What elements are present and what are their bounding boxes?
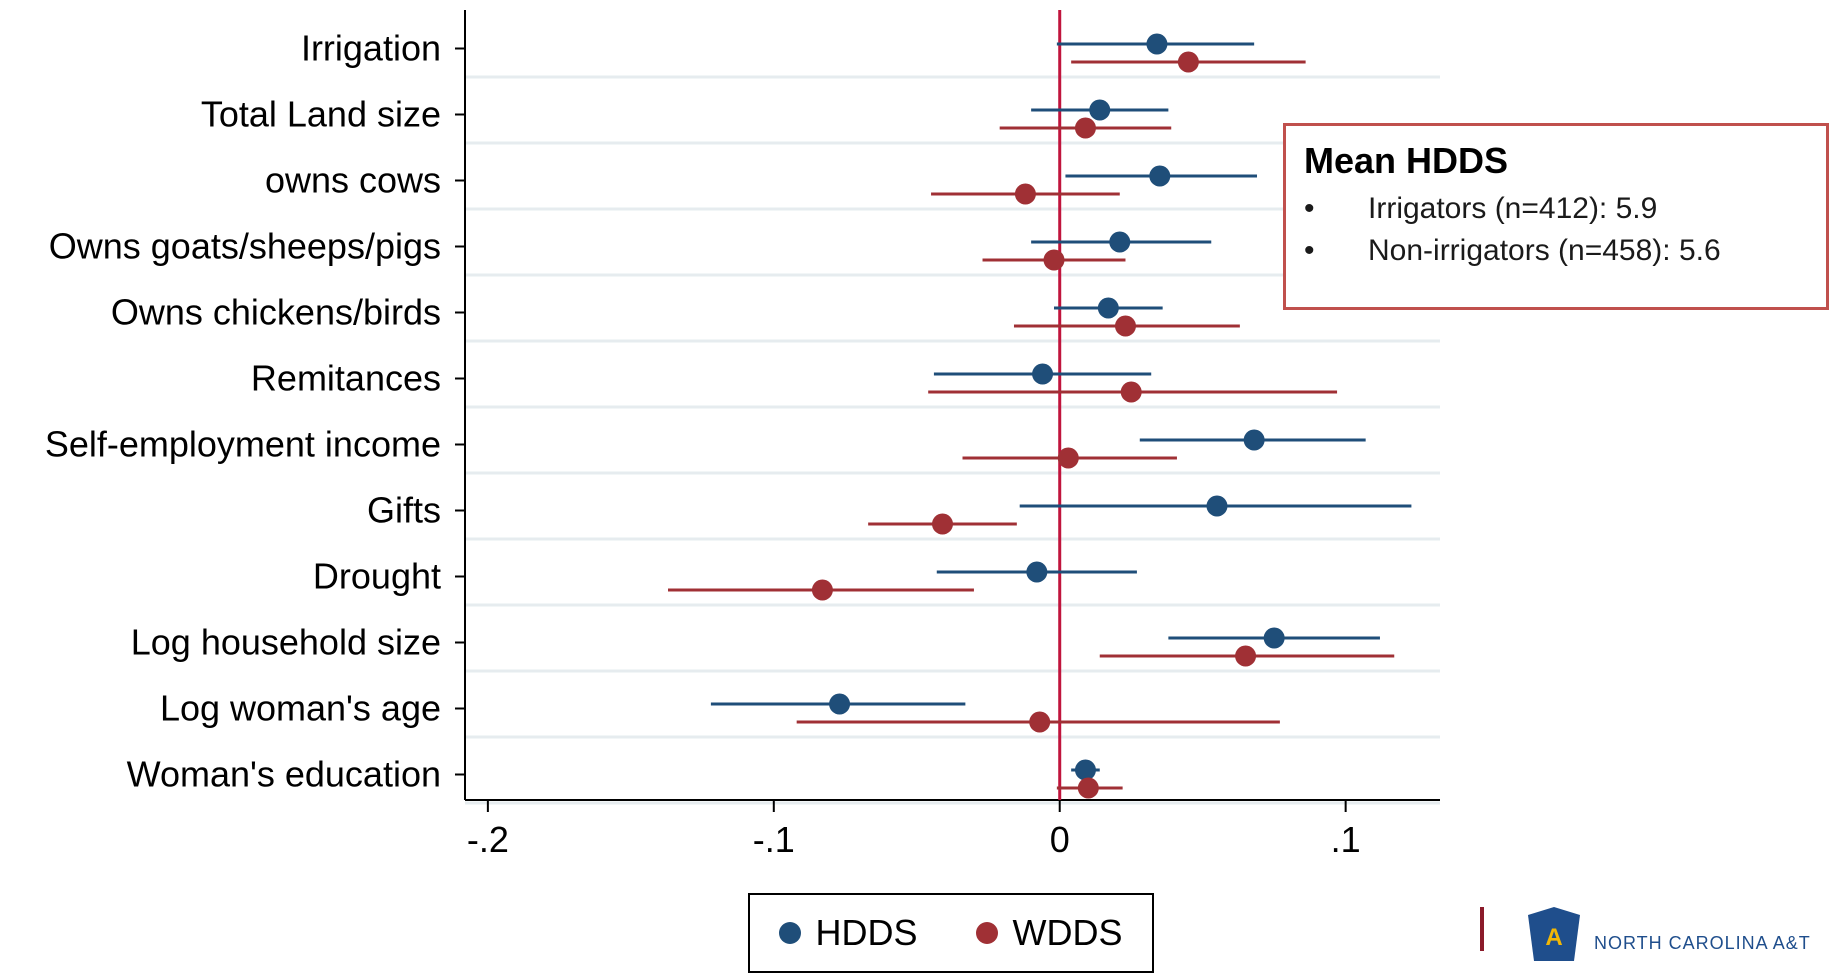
mean-item-irrigators: • Irrigators (n=412): 5.9 <box>1304 192 1808 226</box>
point-estimate-wdds <box>1043 249 1065 271</box>
point-estimate-hdds <box>1206 495 1228 517</box>
x-tick-label: -.1 <box>753 819 795 860</box>
category-label: Drought <box>313 556 441 597</box>
aggie-logo-icon: A <box>1528 907 1580 961</box>
gridlines <box>465 75 1440 805</box>
logo-bar <box>1480 907 1484 951</box>
legend-label: HDDS <box>815 912 918 953</box>
category-label: Woman's education <box>127 754 441 795</box>
svg-text:A: A <box>1545 924 1562 951</box>
legend-item-wdds: WDDS <box>976 912 1122 954</box>
legend: HDDS WDDS <box>748 893 1154 973</box>
university-logo: A NORTH CAROLINA A&T <box>1480 905 1829 963</box>
legend-marker-wdds <box>976 922 999 944</box>
point-estimate-hdds <box>1097 297 1119 319</box>
point-estimate-hdds <box>829 693 851 715</box>
x-tick-label: -.2 <box>467 819 509 860</box>
chart-marks <box>668 10 1412 800</box>
mean-box-title: Mean HDDS <box>1304 140 1509 181</box>
point-estimate-hdds <box>1032 363 1054 385</box>
category-label: Self-employment income <box>45 424 441 465</box>
bullet-icon: • <box>1304 234 1315 267</box>
point-estimate-hdds <box>1109 231 1131 253</box>
mean-item-label: Non-irrigators (n=458): 5.6 <box>1368 234 1721 267</box>
point-estimate-hdds <box>1089 99 1111 121</box>
mean-hdds-box: Mean HDDS • Irrigators (n=412): 5.9 • No… <box>1283 123 1829 310</box>
point-estimate-wdds <box>1120 381 1142 403</box>
category-label: Log household size <box>131 622 441 663</box>
point-estimate-hdds <box>1243 429 1265 451</box>
point-estimate-hdds <box>1263 627 1285 649</box>
axes <box>455 10 1440 801</box>
category-labels: Irrigation Total Land size owns cows Owns g… <box>45 28 441 795</box>
category-label: Owns goats/sheeps/pigs <box>49 226 441 267</box>
x-tick-label: 0 <box>1050 819 1070 860</box>
point-estimate-wdds <box>1177 51 1199 73</box>
category-label: Irrigation <box>301 28 441 69</box>
category-label: owns cows <box>265 160 441 201</box>
point-estimate-wdds <box>931 513 953 535</box>
point-estimate-hdds <box>1146 33 1168 55</box>
mean-item-non-irrigators: • Non-irrigators (n=458): 5.6 <box>1304 234 1808 268</box>
point-estimate-wdds <box>811 579 833 601</box>
category-label: Gifts <box>367 490 441 531</box>
logo-text: NORTH CAROLINA A&T <box>1594 933 1811 953</box>
legend-item-hdds: HDDS <box>779 912 918 954</box>
point-estimate-wdds <box>1074 117 1096 139</box>
bullet-icon: • <box>1304 192 1315 225</box>
x-tick-label: .1 <box>1331 819 1361 860</box>
point-estimate-wdds <box>1057 447 1079 469</box>
category-label: Remitances <box>251 358 441 399</box>
point-estimate-hdds <box>1026 561 1048 583</box>
x-axis-ticks: -.2 -.1 0 .1 <box>467 800 1361 860</box>
point-estimate-wdds <box>1029 711 1051 733</box>
point-estimate-wdds <box>1235 645 1257 667</box>
category-label: Total Land size <box>201 94 441 135</box>
point-estimate-wdds <box>1077 777 1099 799</box>
category-label: Log woman's age <box>160 688 441 729</box>
point-estimate-hdds <box>1149 165 1171 187</box>
point-estimate-hdds <box>1074 759 1096 781</box>
mean-item-label: Irrigators (n=412): 5.9 <box>1368 192 1658 225</box>
category-label: Owns chickens/birds <box>111 292 441 333</box>
point-estimate-wdds <box>1014 183 1036 205</box>
legend-marker-hdds <box>779 922 802 944</box>
point-estimate-wdds <box>1114 315 1136 337</box>
legend-label: WDDS <box>1012 912 1123 953</box>
